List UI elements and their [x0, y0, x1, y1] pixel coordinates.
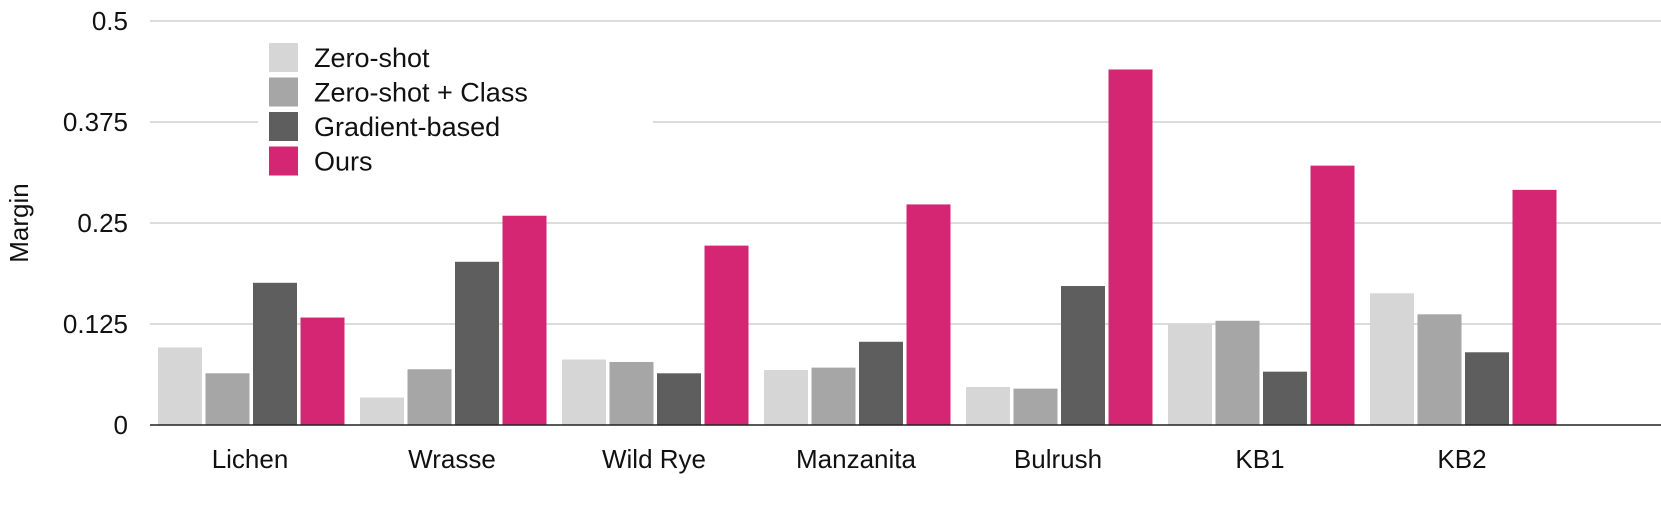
bar-gradient-based [657, 373, 701, 425]
bar-zero-shot [360, 397, 404, 425]
bar-ours [906, 204, 951, 425]
bar-zero-shot-class [205, 373, 250, 425]
y-axis-title: Margin [4, 183, 34, 262]
x-category-label: Wild Rye [602, 444, 706, 474]
bar-zero-shot [1370, 293, 1414, 425]
legend-swatch [269, 146, 298, 176]
bar-zero-shot [158, 347, 202, 425]
bar-ours [1310, 165, 1355, 425]
bar-zero-shot [764, 370, 808, 425]
bar-gradient-based [859, 341, 903, 425]
bar-gradient-based [1061, 286, 1105, 425]
legend-label: Zero-shot [314, 43, 430, 73]
bar-zero-shot-class [1215, 320, 1260, 425]
bar-zero-shot-class [1013, 388, 1058, 425]
legend-background [258, 34, 653, 184]
bar-zero-shot [1168, 324, 1212, 425]
y-axis-tick-labels: 0 0.125 0.25 0.375 0.5 [63, 6, 128, 440]
x-category-label: Wrasse [408, 444, 496, 474]
x-axis-category-labels: Lichen Wrasse Wild Rye Manzanita Bulrush KB1 K… [212, 444, 1487, 474]
y-tick-label: 0.375 [63, 107, 128, 137]
y-tick-label: 0.25 [77, 208, 128, 238]
bar-ours [704, 245, 749, 425]
bar-gradient-based [253, 282, 297, 425]
bar-ours [1108, 69, 1153, 425]
bar-ours [1512, 189, 1557, 425]
bar-ours [300, 317, 345, 425]
x-category-label: Manzanita [796, 444, 916, 474]
bar-zero-shot [966, 387, 1010, 425]
x-category-label: Bulrush [1014, 444, 1102, 474]
legend-label: Gradient-based [314, 112, 500, 142]
y-tick-label: 0 [114, 410, 128, 440]
bar-zero-shot-class [407, 369, 452, 425]
legend-swatch [269, 43, 298, 72]
bar-ours [502, 215, 547, 425]
legend-label: Ours [314, 147, 373, 177]
y-tick-label: 0.125 [63, 309, 128, 339]
x-category-label: KB1 [1235, 444, 1284, 474]
bar-gradient-based [1263, 371, 1307, 425]
bar-zero-shot-class [609, 361, 654, 425]
bar-gradient-based [1465, 352, 1509, 425]
y-tick-label: 0.5 [92, 6, 128, 36]
x-category-label: KB2 [1437, 444, 1486, 474]
bar-zero-shot-class [811, 367, 856, 425]
legend: Zero-shot Zero-shot + Class Gradient-based… [258, 34, 653, 184]
bar-zero-shot-class [1417, 314, 1462, 425]
bars [158, 69, 1557, 425]
legend-swatch [269, 77, 298, 107]
legend-swatch [269, 112, 298, 141]
bar-gradient-based [455, 261, 499, 425]
bar-zero-shot [562, 359, 606, 425]
legend-label: Zero-shot + Class [314, 78, 528, 108]
x-category-label: Lichen [212, 444, 289, 474]
